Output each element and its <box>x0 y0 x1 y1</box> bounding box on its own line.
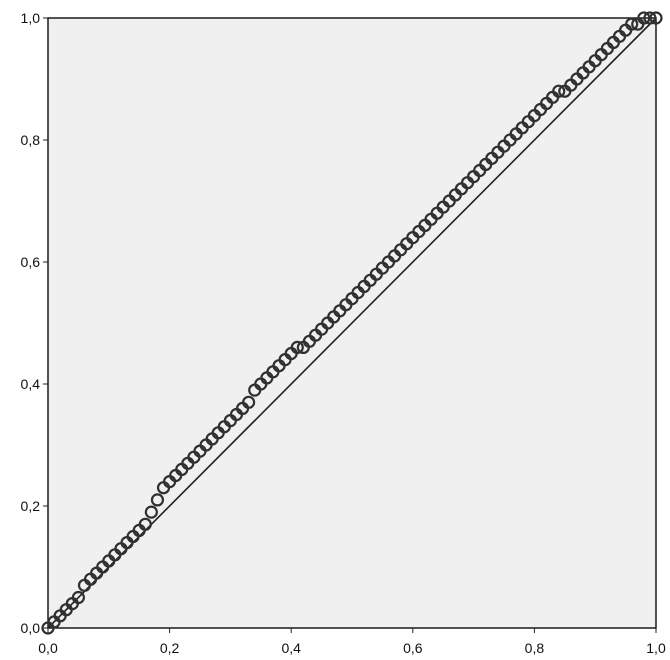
y-axis-tick-label: 0,8 <box>21 132 41 148</box>
data-point <box>290 340 304 354</box>
x-axis-tick-label: 0,2 <box>160 640 180 656</box>
data-point <box>138 517 152 531</box>
data-point <box>637 11 651 25</box>
y-axis-tick-label: 0,0 <box>21 620 41 636</box>
data-point <box>552 84 566 98</box>
data-point <box>242 395 256 409</box>
data-point <box>71 590 86 605</box>
data-point <box>144 505 158 519</box>
x-axis-tick-label: 0,0 <box>38 640 58 656</box>
x-axis-tick-label: 0,4 <box>281 640 301 656</box>
data-point <box>643 11 657 25</box>
x-axis-tick-label: 0,8 <box>525 640 545 656</box>
y-axis-tick-label: 0,2 <box>21 498 41 514</box>
y-axis-tick-label: 1,0 <box>21 10 41 26</box>
data-point <box>625 17 639 31</box>
x-axis-tick-label: 1,0 <box>646 640 666 656</box>
data-point <box>150 493 165 507</box>
y-axis-tick-label: 0,4 <box>21 376 41 392</box>
x-axis-tick-label: 0,6 <box>403 640 423 656</box>
data-point <box>649 11 663 25</box>
y-axis-tick-label: 0,6 <box>21 254 41 270</box>
